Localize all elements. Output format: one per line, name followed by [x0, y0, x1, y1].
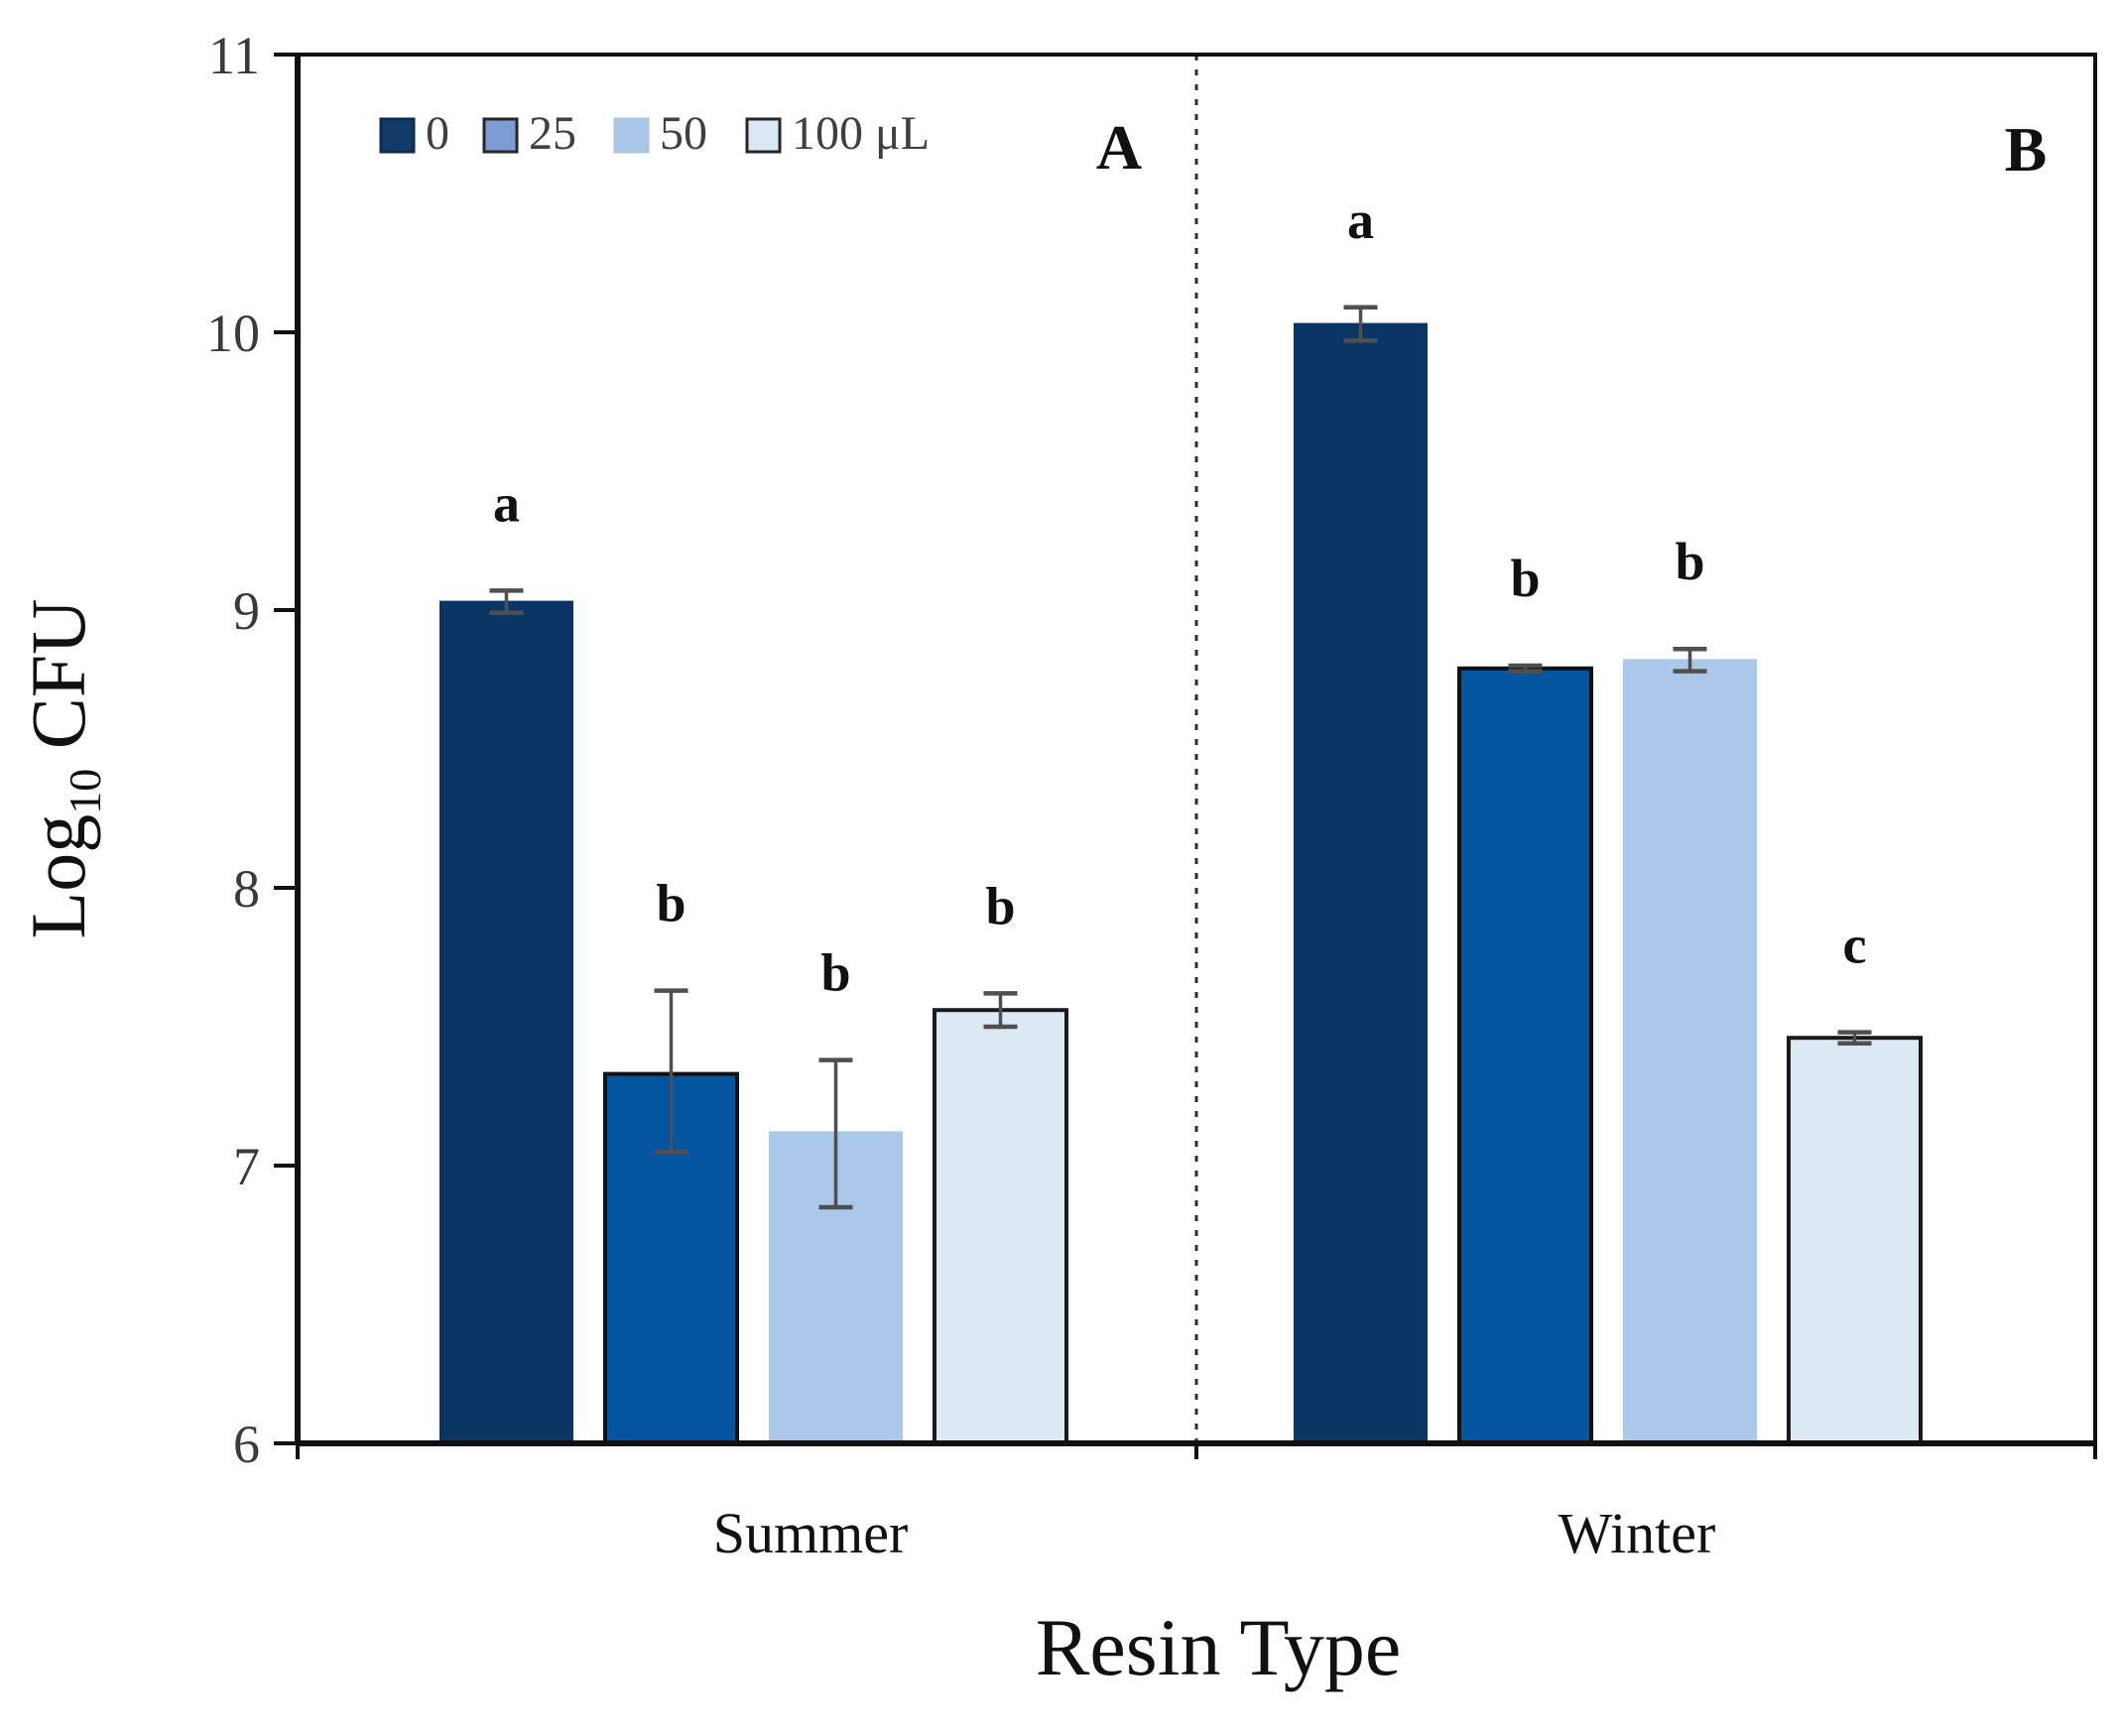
bar-winter-50: [1623, 659, 1757, 1444]
y-tick-label-7: 7: [233, 1137, 260, 1196]
y-tick-label-11: 11: [208, 26, 260, 85]
legend-label-1: 25: [529, 107, 576, 160]
bar-winter-25: [1457, 666, 1593, 1445]
significance-letter-summer-2: b: [820, 943, 850, 1003]
significance-letter-winter-2: b: [1675, 532, 1704, 591]
significance-letter-winter-3: c: [1843, 916, 1867, 975]
y-axis-title-subscript: 10: [60, 769, 110, 814]
legend-label-0: 0: [426, 107, 449, 160]
legend-swatch-3: [745, 117, 782, 154]
y-tick-label-8: 8: [233, 859, 260, 919]
y-axis-title: Log10 CFU: [15, 599, 110, 939]
legend-label-2: 50: [660, 107, 707, 160]
y-tick-label-10: 10: [206, 304, 260, 363]
significance-letter-summer-3: b: [985, 876, 1015, 935]
significance-letter-summer-1: b: [656, 874, 686, 933]
significance-letter-summer-0: a: [493, 473, 520, 533]
y-tick-label-6: 6: [233, 1415, 260, 1474]
legend-layer: 0 25 50 100 μL: [379, 107, 930, 160]
significance-letters-layer: a a b b b b b c: [493, 190, 1866, 1003]
legend-swatch-1: [482, 117, 519, 154]
error-bars-layer: [489, 305, 1872, 1210]
panel-label-b: B: [2005, 114, 2048, 185]
legend-label-3: 100 μL: [792, 107, 930, 160]
bar-summer-100μL: [933, 1008, 1068, 1445]
significance-letter-winter-1: b: [1510, 549, 1540, 608]
bar-winter-100μL: [1787, 1036, 1923, 1445]
legend-swatch-0: [379, 117, 416, 154]
bars-layer: [439, 322, 1923, 1445]
legend-swatch-2: [613, 117, 650, 154]
y-axis-title-unit: CFU: [15, 599, 101, 769]
bar-winter-0: [1294, 322, 1428, 1445]
y-axis-title-main: Log: [15, 814, 101, 939]
bar-summer-0: [439, 600, 573, 1444]
y-tick-label-9: 9: [233, 581, 260, 641]
y-tick-labels-layer: 11 10 9 8 7 6: [206, 26, 260, 1474]
axes-layer: [274, 53, 2097, 1459]
category-label-winter: Winter: [1559, 1501, 1716, 1565]
category-label-summer: Summer: [713, 1501, 909, 1565]
x-axis-title: Resin Type: [1036, 1602, 1402, 1692]
panel-label-a: A: [1096, 112, 1142, 183]
significance-letter-winter-0: a: [1347, 190, 1374, 250]
